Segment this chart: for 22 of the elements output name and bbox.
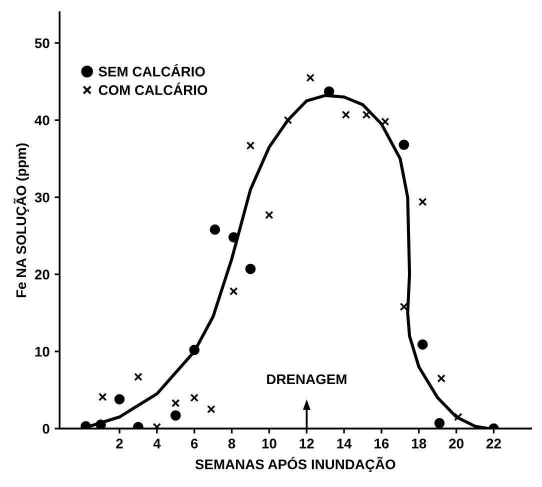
y-axis-title: Fe NA SOLUÇÃO (ppm) <box>14 143 29 298</box>
x-tick-label: 22 <box>486 438 501 448</box>
x-tick-label: 6 <box>190 438 198 448</box>
legend-label: SEM CALCÁRIO <box>98 64 205 77</box>
y-tick-label: 0 <box>42 424 50 434</box>
x-tick-label: 18 <box>412 438 426 448</box>
x-axis-title: SEMANAS APÓS INUNDAÇÃO <box>195 456 396 472</box>
y-tick-label: 20 <box>34 270 50 280</box>
x-tick-label: 8 <box>228 438 236 448</box>
y-tick-label: 30 <box>34 192 50 202</box>
y-tick-label: 40 <box>34 115 50 126</box>
x-tick-label: 2 <box>116 438 123 448</box>
x-tick-label: 14 <box>337 438 352 448</box>
x-tick-label: 12 <box>300 438 314 448</box>
y-tick-label: 10 <box>35 346 50 357</box>
x-tick-label: 16 <box>374 438 389 448</box>
legend-label: COM CALCÁRIO <box>98 82 208 96</box>
annotation: DRENAGEM <box>267 374 346 384</box>
x-tick-label: 10 <box>262 438 276 448</box>
x-tick-label: 20 <box>449 438 464 448</box>
y-tick-label: 50 <box>34 38 50 48</box>
x-tick-label: 4 <box>153 438 161 448</box>
